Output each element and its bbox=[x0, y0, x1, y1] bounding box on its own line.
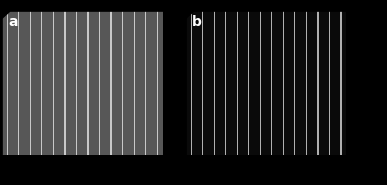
Bar bbox=[236, 11, 238, 155]
Bar bbox=[190, 11, 192, 155]
Bar bbox=[41, 11, 43, 155]
Text: a: a bbox=[9, 15, 18, 29]
Bar bbox=[225, 11, 226, 155]
Bar bbox=[145, 11, 146, 155]
Bar bbox=[110, 11, 112, 155]
Bar bbox=[260, 11, 261, 155]
Bar bbox=[306, 11, 307, 155]
Bar bbox=[214, 11, 215, 155]
Bar bbox=[7, 11, 8, 155]
Bar bbox=[87, 11, 89, 155]
Bar bbox=[283, 11, 284, 155]
Bar bbox=[134, 11, 135, 155]
X-axis label: μm: μm bbox=[75, 171, 89, 180]
Bar bbox=[202, 11, 203, 155]
Bar bbox=[76, 11, 77, 155]
Bar bbox=[99, 11, 100, 155]
Bar bbox=[53, 11, 54, 155]
Bar bbox=[64, 11, 65, 155]
Bar bbox=[157, 11, 158, 155]
Text: b: b bbox=[192, 15, 202, 29]
Polygon shape bbox=[2, 11, 10, 18]
Bar bbox=[30, 11, 31, 155]
Polygon shape bbox=[186, 11, 194, 18]
Bar bbox=[294, 11, 296, 155]
Bar bbox=[329, 11, 330, 155]
X-axis label: μm: μm bbox=[259, 171, 273, 180]
Bar bbox=[317, 11, 319, 155]
Bar bbox=[341, 11, 342, 155]
Bar bbox=[271, 11, 272, 155]
Bar bbox=[18, 11, 19, 155]
Bar bbox=[122, 11, 123, 155]
Bar bbox=[248, 11, 249, 155]
